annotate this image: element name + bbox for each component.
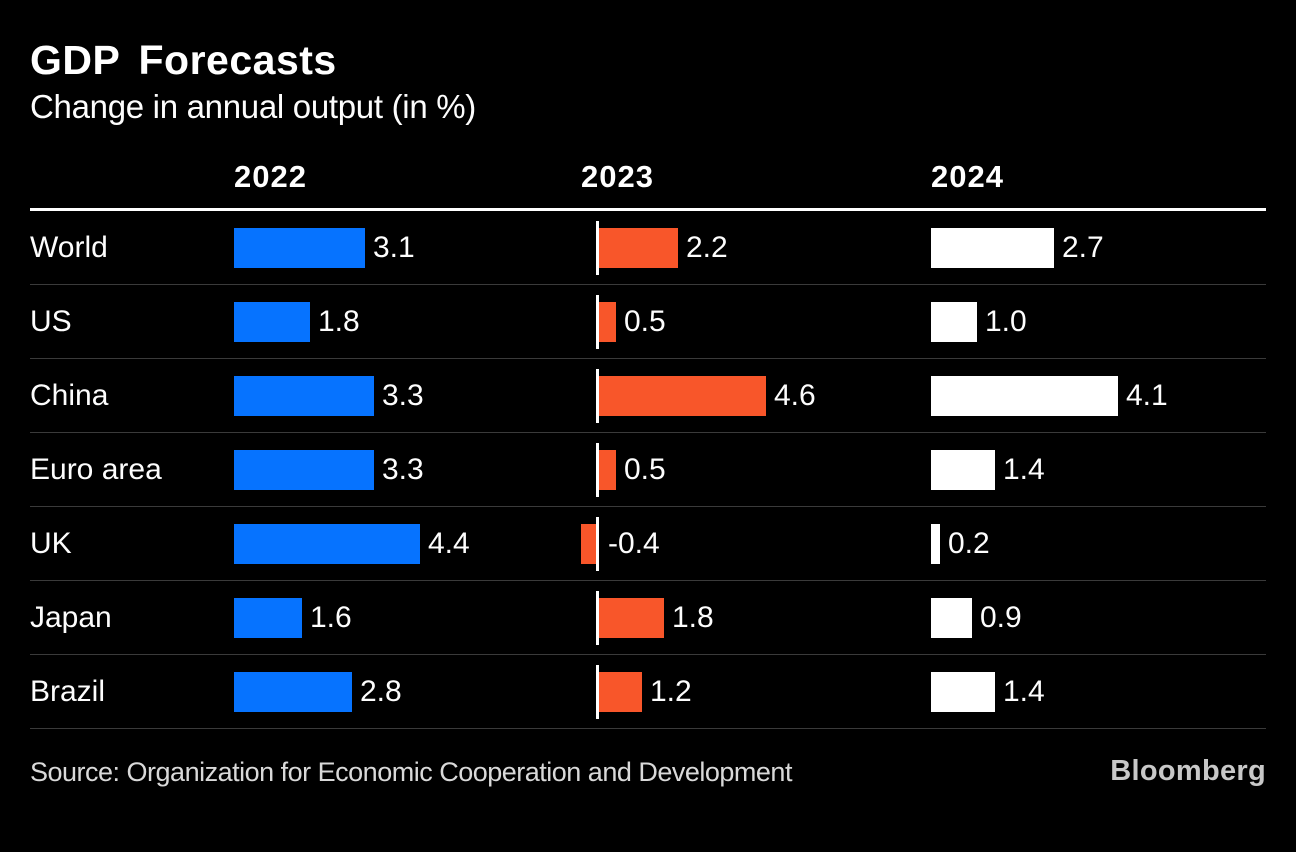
value-label: 4.1 [1126,379,1168,412]
bar-2022 [234,524,420,564]
value-label: 3.1 [373,231,415,264]
value-label: 1.2 [650,675,692,708]
bar-2023 [598,376,766,416]
value-label: 1.6 [310,601,352,634]
bar-2024 [931,228,1054,268]
row-label: US [30,305,72,338]
bar-cell-2024: 0.9 [931,581,1266,655]
bar-2023 [598,598,664,638]
value-label: 1.0 [985,305,1027,338]
value-label: 2.2 [686,231,728,264]
table-row: Euro area 3.3 0.5 1.4 [30,433,1266,507]
bar-cell-2023: 1.2 [581,655,931,729]
value-label: 0.9 [980,601,1022,634]
value-label: 1.8 [318,305,360,338]
bar-cell-2022: 3.1 [234,211,581,285]
value-label: 4.4 [428,527,470,560]
value-label: 3.3 [382,379,424,412]
bar-2024 [931,598,972,638]
value-label: 0.2 [948,527,990,560]
baseline-tick [596,443,599,497]
bar-cell-2023: 4.6 [581,359,931,433]
bar-cell-2024: 1.0 [931,285,1266,359]
bar-cell-2023: 0.5 [581,433,931,507]
row-label: Japan [30,601,112,634]
bar-2022 [234,672,352,712]
baseline-tick [596,665,599,719]
bar-cell-2024: 1.4 [931,655,1266,729]
bar-cell-2023: 1.8 [581,581,931,655]
bar-2023 [598,450,616,490]
column-header-2022: 2022 [234,159,307,194]
baseline-tick [596,517,599,571]
bar-2024 [931,672,995,712]
bloomberg-logo: Bloomberg [1110,755,1266,787]
baseline-tick [596,221,599,275]
bar-2023 [581,524,596,564]
value-label: 1.4 [1003,675,1045,708]
bar-2023 [598,228,678,268]
row-label: World [30,231,108,264]
page-subtitle: Change in annual output (in %) [30,88,476,125]
bar-2022 [234,302,310,342]
bar-2022 [234,450,374,490]
value-label: 0.5 [624,305,666,338]
value-label: 3.3 [382,453,424,486]
bar-2022 [234,376,374,416]
bar-cell-2024: 2.7 [931,211,1266,285]
value-label: 4.6 [774,379,816,412]
row-label: UK [30,527,72,560]
bar-cell-2022: 1.8 [234,285,581,359]
bar-2024 [931,376,1118,416]
bar-2022 [234,228,365,268]
bar-cell-2024: 1.4 [931,433,1266,507]
value-label: 1.4 [1003,453,1045,486]
bar-cell-2022: 2.8 [234,655,581,729]
bar-cell-2023: 2.2 [581,211,931,285]
bar-cell-2023: 0.5 [581,285,931,359]
bar-2022 [234,598,302,638]
table-row: UK 4.4 -0.4 0.2 [30,507,1266,581]
value-label: 2.8 [360,675,402,708]
column-headers: 2022 2023 2024 [30,160,1266,211]
chart-footer: Source: Organization for Economic Cooper… [30,755,1266,788]
row-label: China [30,379,109,412]
bar-cell-2022: 3.3 [234,433,581,507]
bar-2023 [598,672,642,712]
column-header-2024: 2024 [931,159,1004,194]
row-label: Euro area [30,453,162,486]
bar-2023 [598,302,616,342]
row-label: Brazil [30,675,106,708]
chart-rows: World 3.1 2.2 2.7 US 1.8 0.5 1.0 China 3.3 4.6 4.1 E… [30,211,1266,729]
column-header-2023: 2023 [581,159,654,194]
value-label: 0.5 [624,453,666,486]
bar-2024 [931,302,977,342]
value-label: 1.8 [672,601,714,634]
value-label: -0.4 [608,527,660,560]
value-label: 2.7 [1062,231,1104,264]
bar-cell-2024: 0.2 [931,507,1266,581]
page-title: GDP Forecasts [30,37,337,83]
table-row: China 3.3 4.6 4.1 [30,359,1266,433]
table-row: US 1.8 0.5 1.0 [30,285,1266,359]
baseline-tick [596,369,599,423]
bar-cell-2024: 4.1 [931,359,1266,433]
baseline-tick [596,591,599,645]
bar-cell-2022: 1.6 [234,581,581,655]
gdp-forecasts-figure: GDP Forecasts Change in annual output (i… [0,38,1296,852]
table-row: Brazil 2.8 1.2 1.4 [30,655,1266,729]
bar-chart: 2022 2023 2024 World 3.1 2.2 2.7 US 1.8 0.5 1.0… [30,160,1266,729]
table-row: Japan 1.6 1.8 0.9 [30,581,1266,655]
column-header-spacer [30,160,234,194]
bar-cell-2023: -0.4 [581,507,931,581]
source-note: Source: Organization for Economic Cooper… [30,757,792,787]
bar-cell-2022: 4.4 [234,507,581,581]
bar-2024 [931,524,940,564]
baseline-tick [596,295,599,349]
bar-2024 [931,450,995,490]
table-row: World 3.1 2.2 2.7 [30,211,1266,285]
bar-cell-2022: 3.3 [234,359,581,433]
